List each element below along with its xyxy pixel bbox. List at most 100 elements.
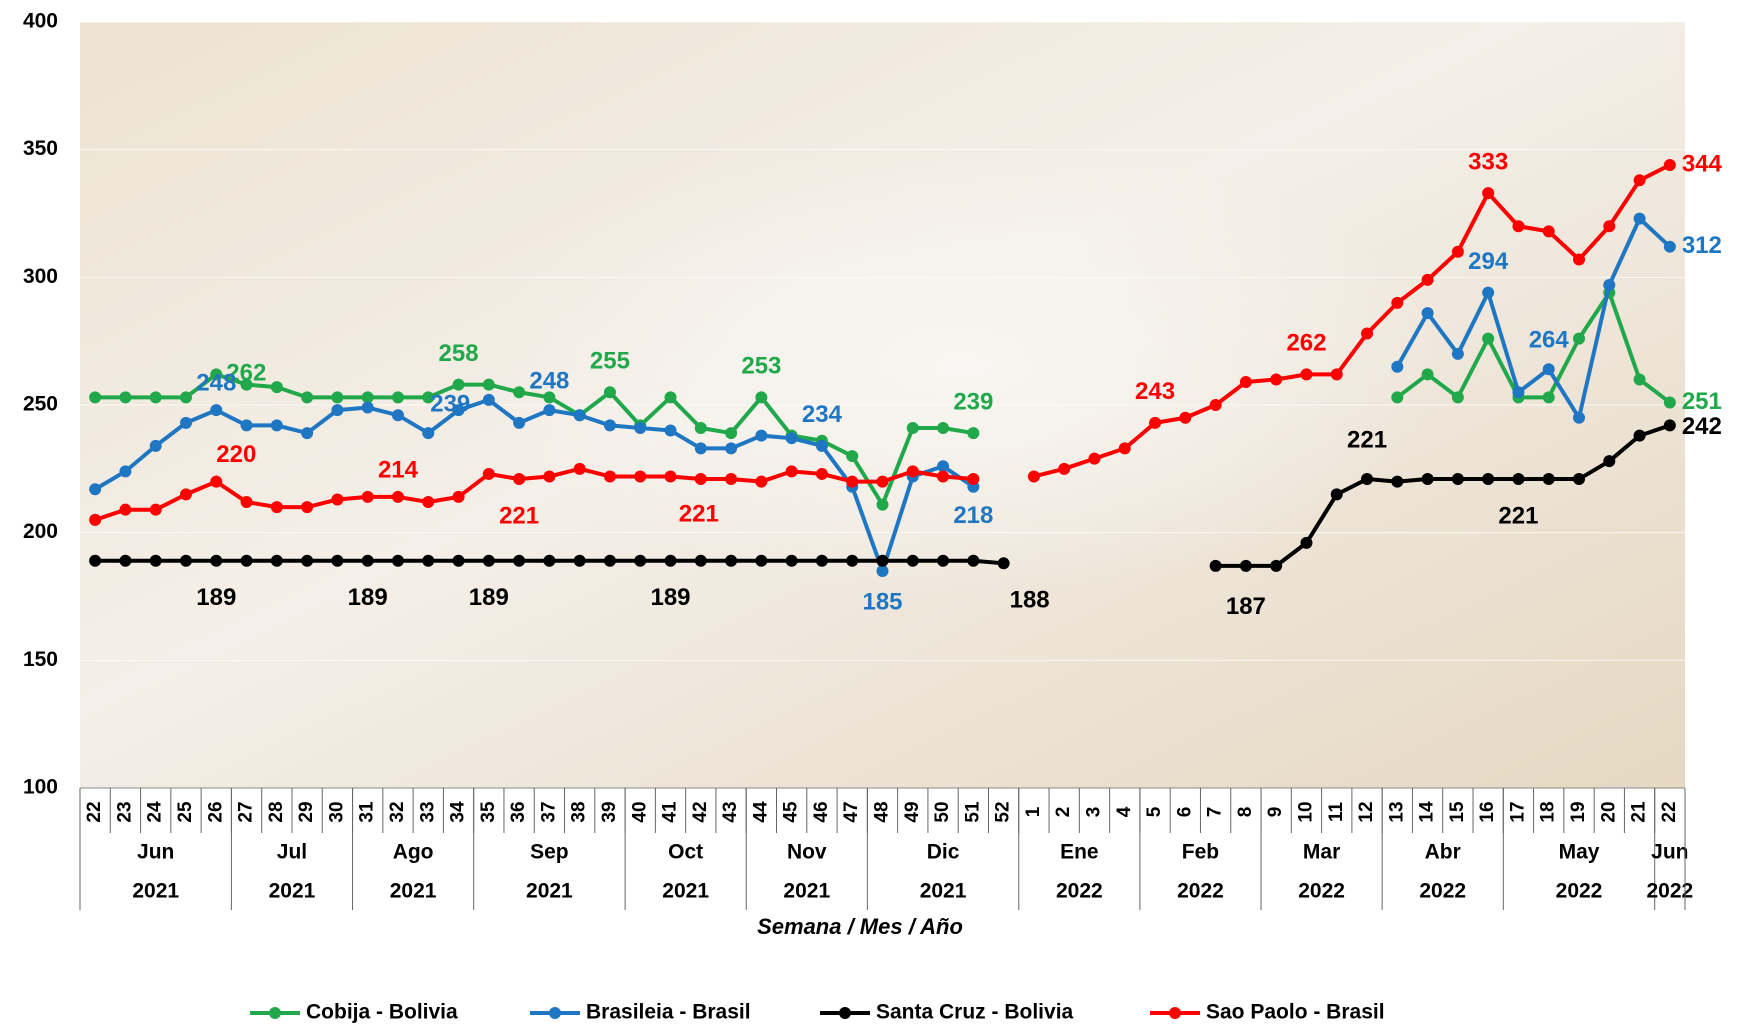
data-point (1603, 455, 1616, 468)
data-point (89, 554, 102, 567)
data-point (906, 554, 919, 567)
data-point (482, 393, 495, 406)
data-point (573, 554, 586, 567)
data-point (270, 501, 283, 514)
x-tick-label: 3 (1083, 807, 1104, 818)
x-tick-label: 13 (1386, 801, 1407, 822)
x-tick-label: 16 (1477, 801, 1498, 822)
data-point (634, 421, 647, 434)
data-point (452, 554, 465, 567)
data-point (301, 554, 314, 567)
x-tick-label: 44 (750, 801, 771, 823)
data-label: 234 (802, 401, 843, 428)
data-label: 264 (1529, 327, 1570, 354)
x-tick-label: 39 (599, 801, 620, 822)
data-point (634, 470, 647, 483)
x-tick-label: 14 (1417, 801, 1438, 823)
data-point (1391, 391, 1404, 404)
data-point (1149, 416, 1162, 429)
data-point (119, 554, 132, 567)
x-tick-label: 30 (326, 801, 347, 822)
legend-marker (269, 1007, 281, 1019)
year-label: 2021 (526, 880, 573, 903)
data-point (179, 416, 192, 429)
data-point (270, 419, 283, 432)
year-label: 2022 (1056, 880, 1103, 903)
x-tick-label: 27 (236, 801, 257, 822)
data-point (89, 483, 102, 496)
data-label: 294 (1468, 248, 1509, 275)
data-point (603, 554, 616, 567)
data-label: 243 (1135, 378, 1175, 405)
data-point (240, 496, 253, 509)
data-label: 333 (1468, 148, 1508, 175)
year-label: 2021 (783, 880, 830, 903)
data-point (331, 404, 344, 417)
data-point (725, 554, 738, 567)
x-tick-label: 8 (1235, 807, 1256, 818)
data-label: 239 (953, 388, 993, 415)
data-point (1391, 360, 1404, 373)
data-point (543, 554, 556, 567)
data-point (1330, 488, 1343, 501)
data-point (1482, 187, 1495, 200)
x-tick-label: 36 (508, 801, 529, 822)
x-tick-label: 9 (1265, 807, 1286, 818)
x-tick-label: 12 (1356, 801, 1377, 822)
x-tick-label: 33 (417, 801, 438, 822)
data-point (149, 554, 162, 567)
x-tick-label: 23 (114, 801, 135, 822)
data-point (391, 409, 404, 422)
data-point (1088, 452, 1101, 465)
data-point (1663, 419, 1676, 432)
data-label: 251 (1682, 388, 1722, 415)
data-point (1482, 473, 1495, 486)
data-point (119, 465, 132, 478)
data-point (1058, 462, 1071, 475)
x-tick-label: 45 (781, 801, 802, 823)
month-label: Ago (393, 841, 434, 864)
data-point (967, 473, 980, 486)
data-point (331, 493, 344, 506)
data-point (1270, 373, 1283, 386)
year-label: 2022 (1298, 880, 1345, 903)
data-label: 220 (216, 441, 256, 468)
data-label: 187 (1226, 593, 1266, 620)
data-point (422, 554, 435, 567)
data-point (301, 391, 314, 404)
data-point (755, 554, 768, 567)
month-label: Dic (927, 841, 960, 864)
x-tick-label: 37 (538, 801, 559, 822)
month-label: Jul (277, 841, 307, 864)
data-point (1391, 296, 1404, 309)
data-point (119, 503, 132, 516)
x-tick-label: 6 (1174, 807, 1195, 818)
x-tick-label: 51 (962, 801, 983, 823)
x-tick-label: 49 (902, 801, 923, 822)
data-label: 189 (650, 584, 690, 611)
legend-label: Santa Cruz - Bolivia (876, 1001, 1074, 1024)
data-point (210, 475, 223, 488)
data-point (1300, 368, 1313, 381)
data-label: 218 (953, 502, 993, 529)
data-point (1421, 307, 1434, 320)
data-point (482, 554, 495, 567)
data-point (664, 554, 677, 567)
data-point (1118, 442, 1131, 455)
month-label: Ene (1060, 841, 1099, 864)
data-point (270, 554, 283, 567)
data-label: 188 (1010, 587, 1050, 614)
y-tick-label: 350 (23, 137, 58, 160)
data-point (785, 554, 798, 567)
x-tick-label: 15 (1447, 801, 1468, 823)
data-point (1179, 411, 1192, 424)
data-point (149, 391, 162, 404)
x-axis-title: Semana / Mes / Año (757, 914, 963, 939)
data-point (210, 554, 223, 567)
data-point (1633, 429, 1646, 442)
data-label: 221 (1498, 502, 1538, 529)
data-point (1573, 473, 1586, 486)
data-label: 221 (499, 502, 539, 529)
data-point (937, 554, 950, 567)
